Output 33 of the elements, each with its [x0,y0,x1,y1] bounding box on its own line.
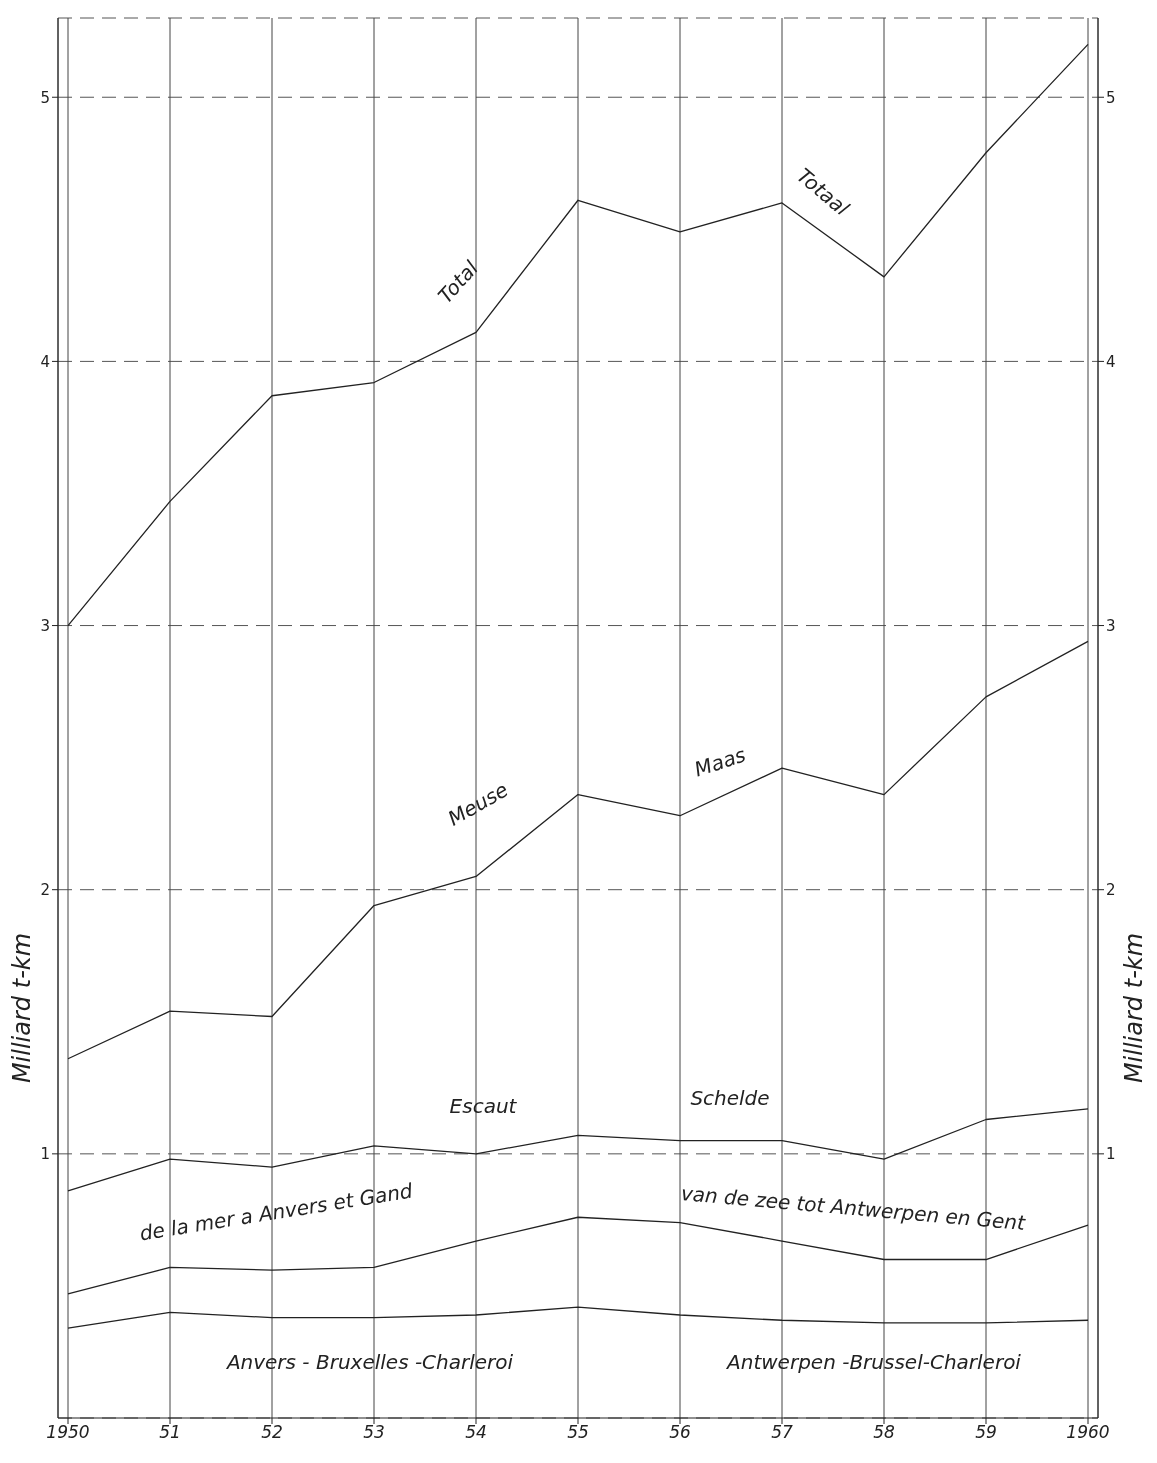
annotation: Maas [691,742,749,782]
annotation: van de zee tot Antwerpen en Gent [680,1181,1026,1235]
x-tick-label: 55 [567,1422,589,1443]
x-tick-label: 56 [669,1422,691,1443]
annotation: de la mer a Anvers et Gand [138,1178,414,1246]
line-series [67,640,1089,1060]
y2-tick-label: 4 [1106,352,1116,371]
line-series [67,43,1089,627]
y2-tick-label: 1 [1106,1145,1116,1164]
y2-axis-title: Milliard t-km [1120,932,1148,1084]
y-tick-label: 1 [40,1145,50,1164]
y-axis-title: Milliard t-km [8,932,36,1084]
x-tick-label: 58 [873,1422,895,1443]
annotation: Schelde [690,1086,770,1110]
y-tick-label: 4 [40,352,50,371]
y-tick-label: 2 [40,881,50,900]
y2-tick-label: 3 [1106,616,1116,635]
x-tick-label: 53 [363,1422,385,1443]
x-tick-label: 52 [261,1422,283,1443]
line-series [67,1306,1089,1329]
x-tick-label: 54 [465,1422,487,1443]
y-tick-label: 3 [40,616,50,635]
x-tick-label: 57 [771,1422,793,1443]
annotation: Antwerpen -Brussel-Charleroi [727,1350,1021,1374]
y-tick-label: 5 [40,88,50,107]
x-tick-label: 1950 [46,1422,90,1443]
x-tick-label: 59 [975,1422,997,1443]
annotation: Anvers - Bruxelles -Charleroi [226,1350,514,1374]
annotation: Escaut [449,1094,517,1118]
x-tick-label: 1960 [1066,1422,1110,1443]
x-tick-label: 51 [159,1422,181,1443]
y2-tick-label: 5 [1106,88,1116,107]
y2-tick-label: 2 [1106,881,1116,900]
